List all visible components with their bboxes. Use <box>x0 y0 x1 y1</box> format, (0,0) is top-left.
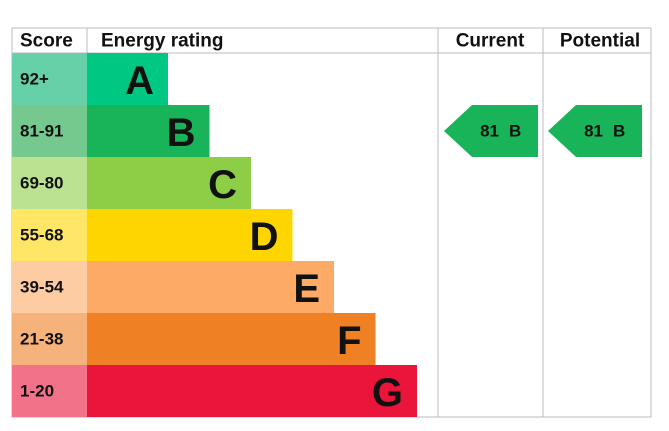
score-label: 69-80 <box>20 174 63 193</box>
rating-bar <box>87 209 293 261</box>
score-label: 21-38 <box>20 330 63 349</box>
current-value: 81 <box>480 122 499 141</box>
rating-letter: D <box>250 215 279 259</box>
rating-letter: E <box>293 267 320 311</box>
header-potential: Potential <box>560 31 640 52</box>
rating-letter: G <box>372 371 403 415</box>
score-cell <box>12 157 87 209</box>
rating-bar <box>87 157 251 209</box>
current-arrow <box>444 105 538 157</box>
rating-letter: C <box>208 163 237 207</box>
score-cell <box>12 365 87 417</box>
score-label: 39-54 <box>20 278 64 297</box>
header-current: Current <box>456 31 525 52</box>
score-cell <box>12 209 87 261</box>
rating-bar <box>87 53 168 105</box>
score-cell <box>12 261 87 313</box>
score-label: 92+ <box>20 70 49 89</box>
score-cell <box>12 313 87 365</box>
potential-letter: B <box>613 122 625 141</box>
rating-letter: B <box>167 111 196 155</box>
rating-bar <box>87 105 210 157</box>
current-letter: B <box>509 122 521 141</box>
score-label: 55-68 <box>20 226 63 245</box>
rating-letter: A <box>125 59 154 103</box>
rating-bar <box>87 365 417 417</box>
header-energy-rating: Energy rating <box>101 31 223 52</box>
potential-arrow <box>548 105 642 157</box>
score-cell <box>12 105 87 157</box>
score-cell <box>12 53 87 105</box>
rating-bar <box>87 261 334 313</box>
score-label: 81-91 <box>20 122 63 141</box>
rating-bar <box>87 313 376 365</box>
potential-value: 81 <box>584 122 603 141</box>
header-score: Score <box>20 31 73 52</box>
rating-letter: F <box>337 319 361 363</box>
score-label: 1-20 <box>20 382 54 401</box>
